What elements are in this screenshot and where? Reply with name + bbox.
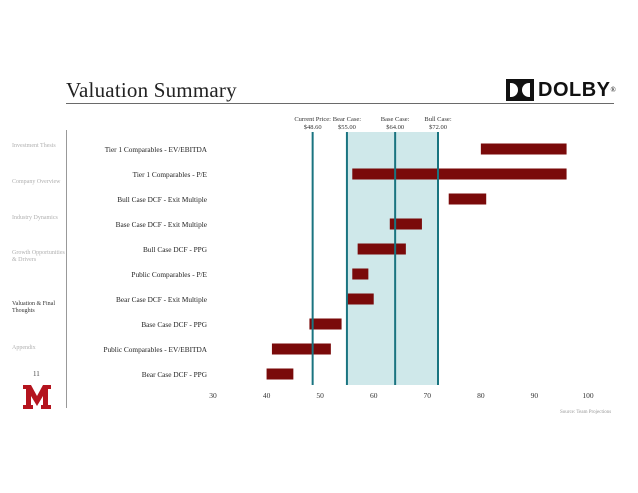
range-bar	[309, 318, 342, 330]
reference-value-label: $48.60	[304, 124, 322, 131]
range-bar	[480, 143, 567, 155]
range-bar	[357, 243, 406, 255]
sidebar-item-company-overview[interactable]: Company Overview	[12, 179, 61, 185]
page-number: 11	[33, 370, 40, 378]
reference-label: Base Case:	[381, 116, 410, 123]
sidebar-item-industry-dynamics[interactable]: Industry Dynamics	[12, 215, 58, 221]
registered-mark: ®	[610, 86, 616, 94]
category-label: Tier 1 Comparables - EV/EBITDA	[105, 145, 208, 154]
reference-value-label: $55.00	[338, 124, 356, 131]
x-tick-label: 60	[370, 391, 378, 400]
x-tick-label: 80	[477, 391, 485, 400]
category-label: Base Case DCF - Exit Multiple	[116, 220, 207, 229]
sidebar-item-valuation[interactable]: Valuation & Final Thoughts	[12, 301, 55, 314]
category-label: Bear Case DCF - PPG	[142, 370, 208, 379]
category-label: Public Comparables - P/E	[131, 270, 207, 279]
sidebar-item-appendix[interactable]: Appendix	[12, 345, 36, 351]
range-bar	[352, 268, 369, 280]
dolby-logo-text: DOLBY	[538, 78, 611, 101]
page-title: Valuation Summary	[66, 78, 237, 102]
x-tick-label: 70	[424, 391, 432, 400]
category-label: Bull Case DCF - Exit Multiple	[117, 195, 207, 204]
dolby-logo: DOLBY ®	[506, 78, 616, 102]
category-label: Base Case DCF - PPG	[141, 320, 207, 329]
x-tick-label: 100	[582, 391, 594, 400]
source-note: Source: Team Projections	[560, 410, 612, 415]
range-bar	[271, 343, 331, 355]
x-tick-label: 30	[209, 391, 217, 400]
x-tick-label: 90	[531, 391, 539, 400]
x-tick-label: 40	[263, 391, 271, 400]
reference-label: Bull Case:	[424, 116, 451, 123]
category-label: Tier 1 Comparables - P/E	[133, 170, 208, 179]
sidebar-divider	[66, 130, 67, 408]
range-bar	[266, 368, 294, 380]
sidebar-item-investment-thesis[interactable]: Investment Thesis	[12, 143, 56, 149]
range-bar	[346, 293, 374, 305]
university-m-logo-icon	[23, 385, 51, 409]
sidebar-item-growth-opportunities[interactable]: Growth Opportunities & Drivers	[12, 250, 65, 263]
range-bar	[389, 218, 422, 230]
category-label: Bear Case DCF - Exit Multiple	[116, 295, 207, 304]
range-bar	[352, 168, 567, 180]
reference-value-label: $72.00	[429, 124, 447, 131]
title-divider	[66, 103, 614, 104]
category-label: Public Comparables - EV/EBITDA	[103, 345, 207, 354]
dolby-double-d-icon	[506, 79, 534, 101]
range-bar	[448, 193, 487, 205]
category-label: Bull Case DCF - PPG	[143, 245, 208, 254]
reference-label: Bear Case:	[333, 116, 362, 123]
reference-value-label: $64.00	[386, 124, 404, 131]
x-tick-label: 50	[316, 391, 324, 400]
reference-label: Current Price:	[294, 116, 331, 123]
